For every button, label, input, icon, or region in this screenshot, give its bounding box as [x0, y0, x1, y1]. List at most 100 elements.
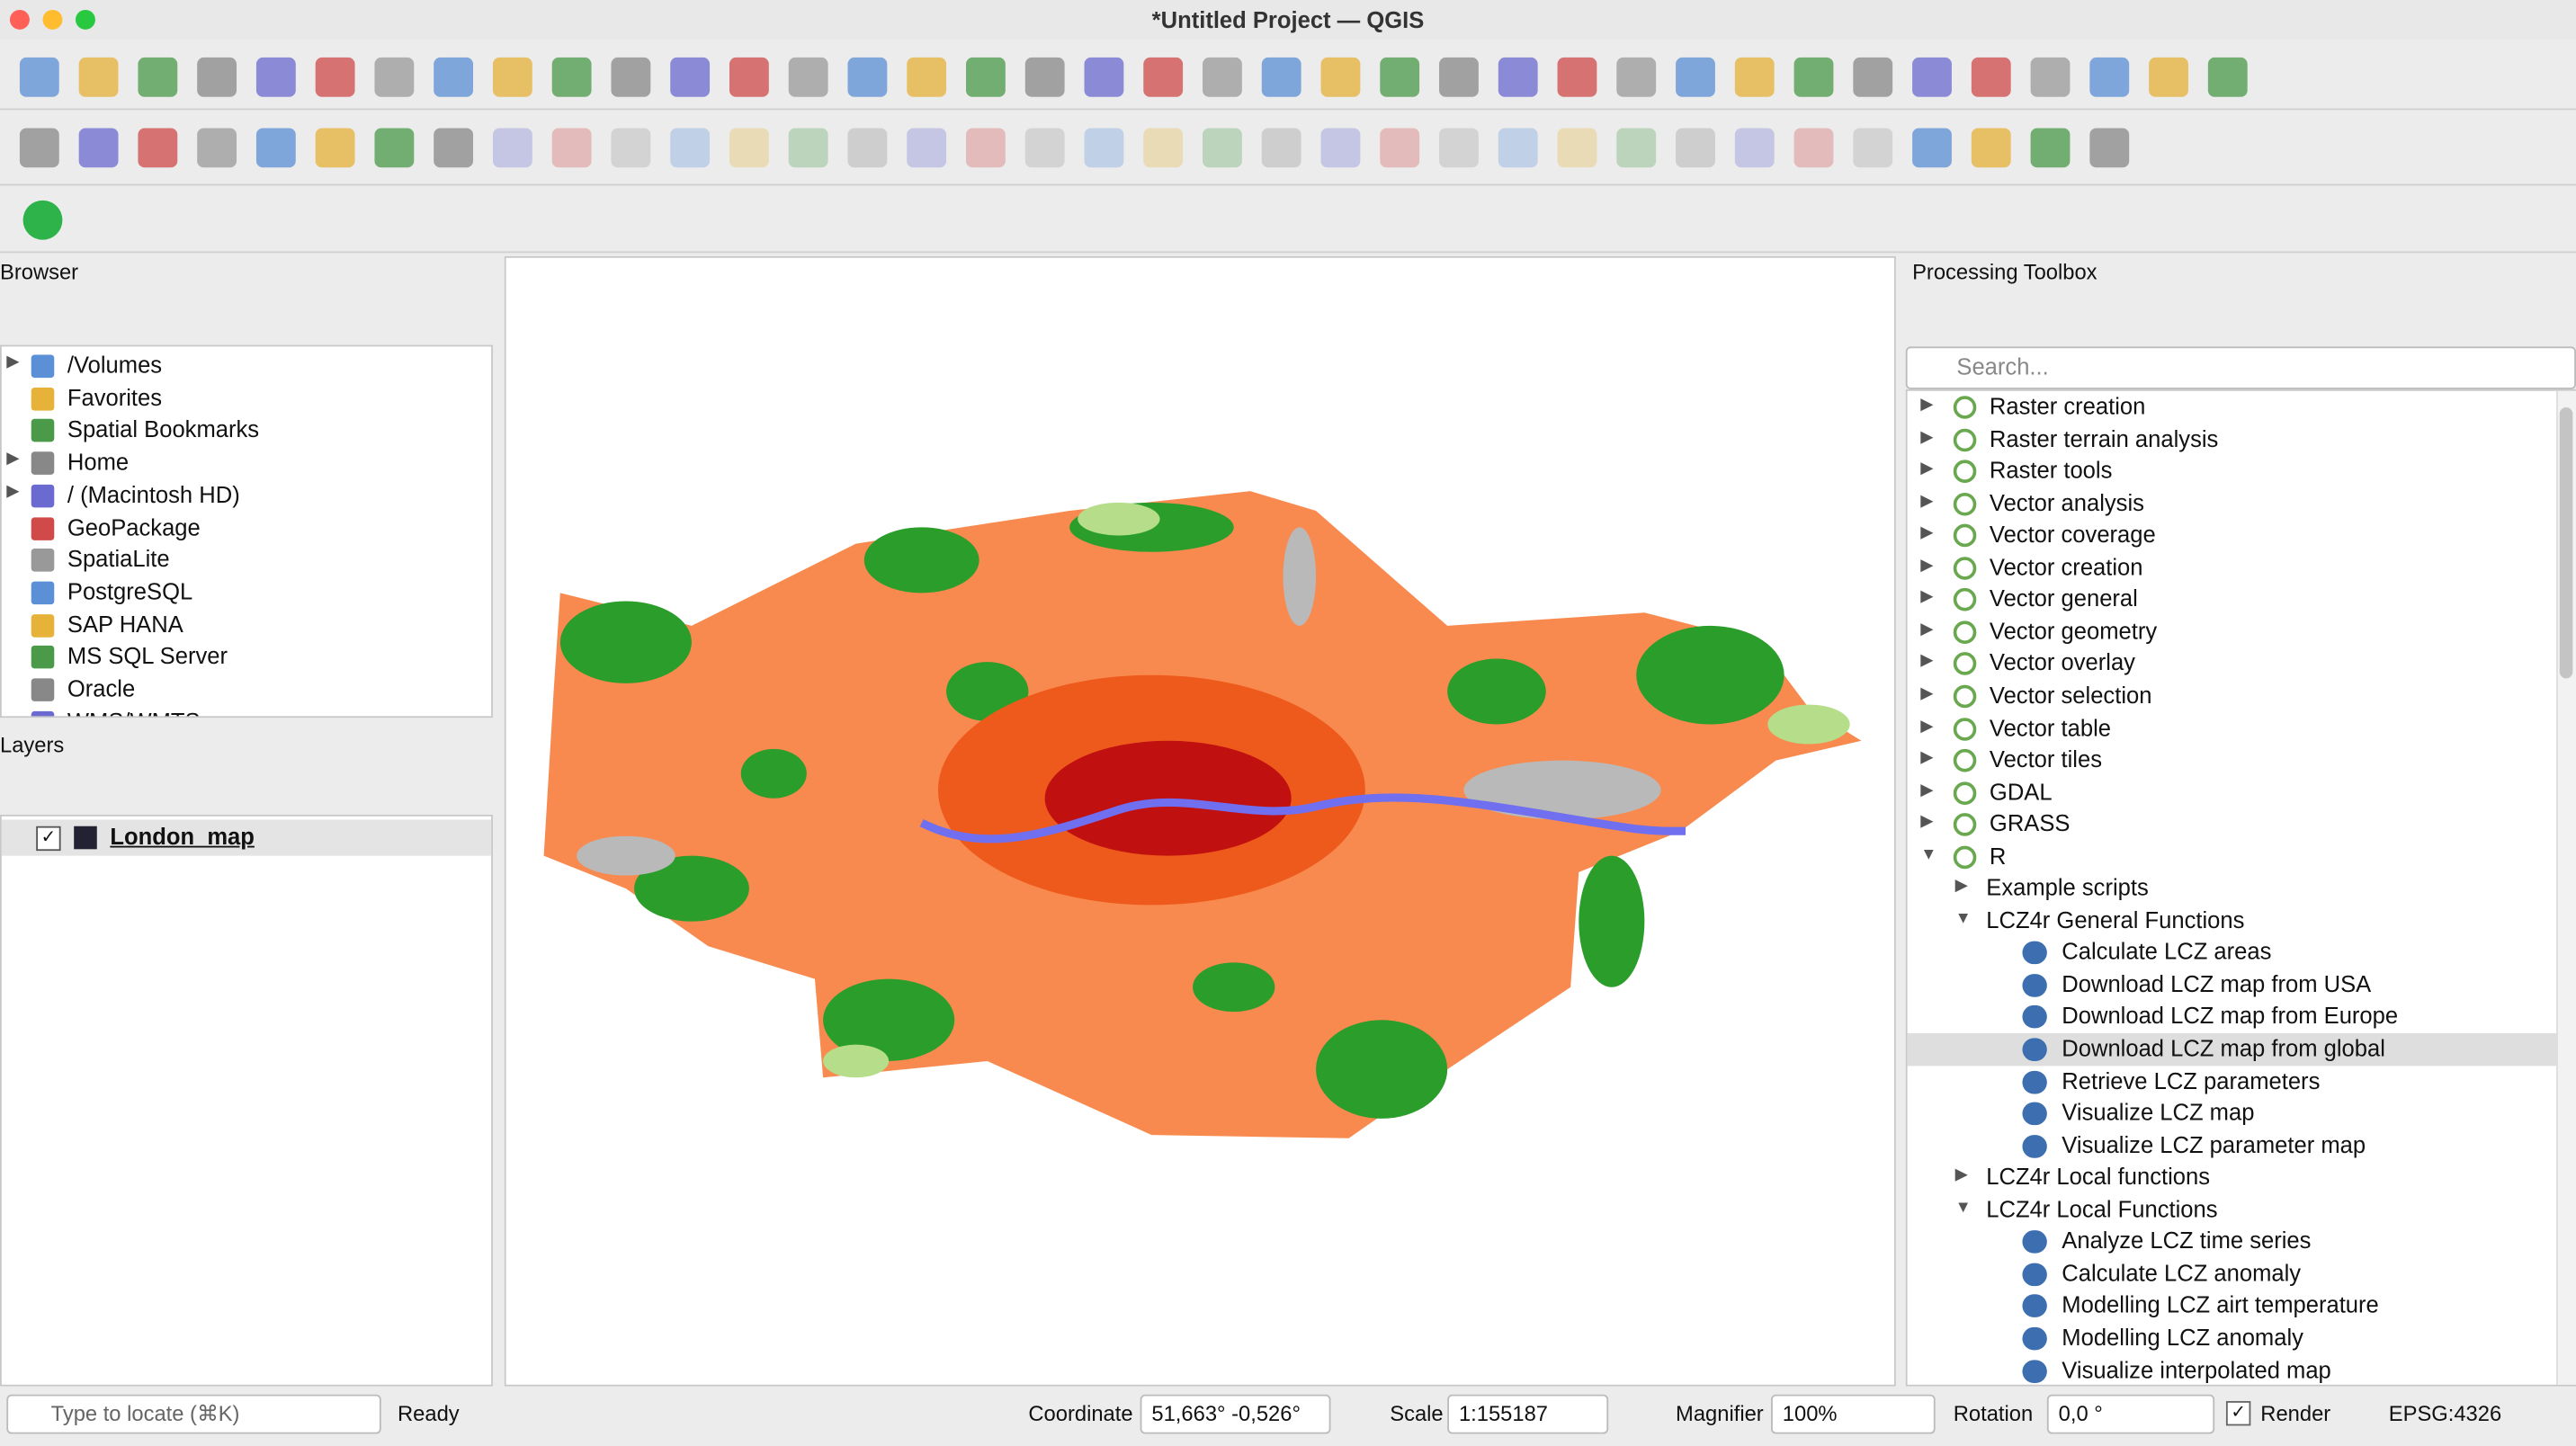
- toolbar-button[interactable]: [78, 57, 119, 97]
- browser-item[interactable]: Home: [67, 448, 130, 476]
- toolbar-button[interactable]: [1143, 128, 1184, 168]
- toolbar-button[interactable]: [788, 57, 828, 97]
- toolbar-button[interactable]: [434, 57, 474, 97]
- toolbar-button[interactable]: [847, 128, 888, 168]
- zoom-button[interactable]: [76, 9, 95, 30]
- toolbar-button[interactable]: [847, 57, 888, 97]
- toolbar-button[interactable]: [374, 57, 415, 97]
- toolbar-button[interactable]: [1380, 128, 1420, 168]
- toolbar-button[interactable]: [138, 128, 178, 168]
- toolbox-item[interactable]: Modelling LCZ anomaly: [2062, 1324, 2303, 1351]
- toolbar-button[interactable]: [2030, 128, 2071, 168]
- toolbar-button[interactable]: [2030, 57, 2071, 97]
- toolbar-button[interactable]: [965, 128, 1006, 168]
- toolbox-item[interactable]: Vector general: [1989, 585, 2138, 612]
- toolbox-item[interactable]: LCZ4r General Functions: [1986, 906, 2245, 933]
- toolbar-button[interactable]: [315, 128, 355, 168]
- toolbox-item[interactable]: Calculate LCZ areas: [2062, 938, 2272, 965]
- browser-item[interactable]: Favorites: [67, 383, 163, 411]
- share-button[interactable]: [22, 200, 63, 240]
- map-canvas[interactable]: [504, 255, 1896, 1387]
- scrollbar-thumb[interactable]: [2559, 406, 2573, 679]
- toolbox-item[interactable]: GRASS: [1989, 809, 2071, 836]
- toolbar-button[interactable]: [1024, 128, 1065, 168]
- toolbar-button[interactable]: [1261, 128, 1301, 168]
- browser-item[interactable]: Oracle: [67, 674, 136, 701]
- toolbar-button[interactable]: [1853, 128, 1893, 168]
- toolbar-button[interactable]: [1439, 57, 1479, 97]
- crs-button[interactable]: EPSG:4326: [2388, 1401, 2502, 1426]
- render-checkbox[interactable]: ✓: [2225, 1401, 2251, 1426]
- toolbox-item[interactable]: Analyze LCZ time series: [2062, 1227, 2312, 1254]
- toolbar-button[interactable]: [1676, 128, 1715, 168]
- toolbox-item[interactable]: Calculate LCZ anomaly: [2062, 1259, 2302, 1286]
- browser-item[interactable]: GeoPackage: [67, 513, 201, 540]
- toolbox-item[interactable]: Vector analysis: [1989, 488, 2144, 515]
- coordinate-field[interactable]: 51,663° -0,526°: [1140, 1394, 1331, 1434]
- toolbar-button[interactable]: [1793, 128, 1834, 168]
- toolbox-item[interactable]: Vector selection: [1989, 681, 2152, 709]
- toolbox-item[interactable]: Download LCZ map from USA: [2062, 970, 2372, 997]
- toolbar-button[interactable]: [434, 128, 474, 168]
- toolbox-item[interactable]: Download LCZ map from Europe: [2062, 1002, 2399, 1030]
- browser-item[interactable]: / (Macintosh HD): [67, 480, 240, 508]
- toolbar-button[interactable]: [1557, 128, 1597, 168]
- toolbar-button[interactable]: [2089, 57, 2130, 97]
- toolbar-button[interactable]: [492, 57, 532, 97]
- toolbar-button[interactable]: [197, 57, 237, 97]
- toolbar-button[interactable]: [1498, 128, 1538, 168]
- toolbar-button[interactable]: [19, 128, 59, 168]
- browser-item[interactable]: /Volumes: [67, 351, 163, 379]
- toolbar-button[interactable]: [729, 128, 769, 168]
- toolbar-button[interactable]: [1912, 128, 1952, 168]
- toolbox-item[interactable]: Raster creation: [1989, 392, 2146, 419]
- toolbar-button[interactable]: [670, 128, 711, 168]
- toolbox-item[interactable]: Visualize LCZ parameter map: [2062, 1130, 2366, 1158]
- browser-item[interactable]: SpatiaLite: [67, 545, 170, 572]
- browser-item[interactable]: WMS/WMTS: [67, 708, 201, 717]
- toolbar-button[interactable]: [1320, 57, 1361, 97]
- toolbar-button[interactable]: [1084, 57, 1124, 97]
- toolbar-button[interactable]: [1380, 57, 1420, 97]
- toolbar-button[interactable]: [1261, 57, 1301, 97]
- toolbar-button[interactable]: [1912, 57, 1952, 97]
- toolbox-search[interactable]: Search...: [1905, 346, 2576, 389]
- toolbox-item[interactable]: Raster tools: [1989, 456, 2113, 484]
- minimize-button[interactable]: [42, 9, 63, 30]
- toolbar-button[interactable]: [1439, 128, 1479, 168]
- toolbar-button[interactable]: [1853, 57, 1893, 97]
- browser-item[interactable]: SAP HANA: [67, 610, 183, 637]
- toolbox-item[interactable]: Vector geometry: [1989, 617, 2158, 644]
- toolbar-button[interactable]: [1203, 57, 1242, 97]
- toolbox-item[interactable]: Vector overlay: [1989, 649, 2135, 676]
- toolbar-button[interactable]: [315, 57, 355, 97]
- toolbar-button[interactable]: [374, 128, 415, 168]
- toolbar-button[interactable]: [1203, 128, 1242, 168]
- close-button[interactable]: [9, 9, 30, 30]
- toolbox-item[interactable]: Download LCZ map from global: [2062, 1034, 2385, 1061]
- toolbox-item[interactable]: Vector creation: [1989, 553, 2143, 580]
- toolbar-button[interactable]: [1498, 57, 1538, 97]
- toolbox-item[interactable]: Retrieve LCZ parameters: [2062, 1067, 2321, 1093]
- toolbar-button[interactable]: [255, 128, 296, 168]
- toolbar-button[interactable]: [2149, 57, 2188, 97]
- toolbar-button[interactable]: [551, 57, 592, 97]
- toolbox-item[interactable]: R: [1989, 842, 2007, 869]
- toolbar-button[interactable]: [19, 57, 59, 97]
- toolbox-item[interactable]: LCZ4r Local functions: [1986, 1163, 2211, 1190]
- toolbar-button[interactable]: [197, 128, 237, 168]
- browser-item[interactable]: PostgreSQL: [67, 577, 193, 604]
- toolbox-item[interactable]: Visualize interpolated map: [2062, 1355, 2331, 1383]
- toolbar-button[interactable]: [670, 57, 711, 97]
- toolbar-button[interactable]: [255, 57, 296, 97]
- toolbar-button[interactable]: [2207, 57, 2248, 97]
- toolbar-button[interactable]: [611, 57, 651, 97]
- toolbar-button[interactable]: [1971, 128, 2011, 168]
- toolbar-button[interactable]: [551, 128, 592, 168]
- toolbox-item[interactable]: GDAL: [1989, 778, 2053, 805]
- toolbar-button[interactable]: [965, 57, 1006, 97]
- toolbar-button[interactable]: [1971, 57, 2011, 97]
- toolbox-item[interactable]: Vector coverage: [1989, 521, 2156, 548]
- toolbox-item[interactable]: Vector table: [1989, 713, 2111, 740]
- toolbox-item[interactable]: LCZ4r Local Functions: [1986, 1195, 2218, 1222]
